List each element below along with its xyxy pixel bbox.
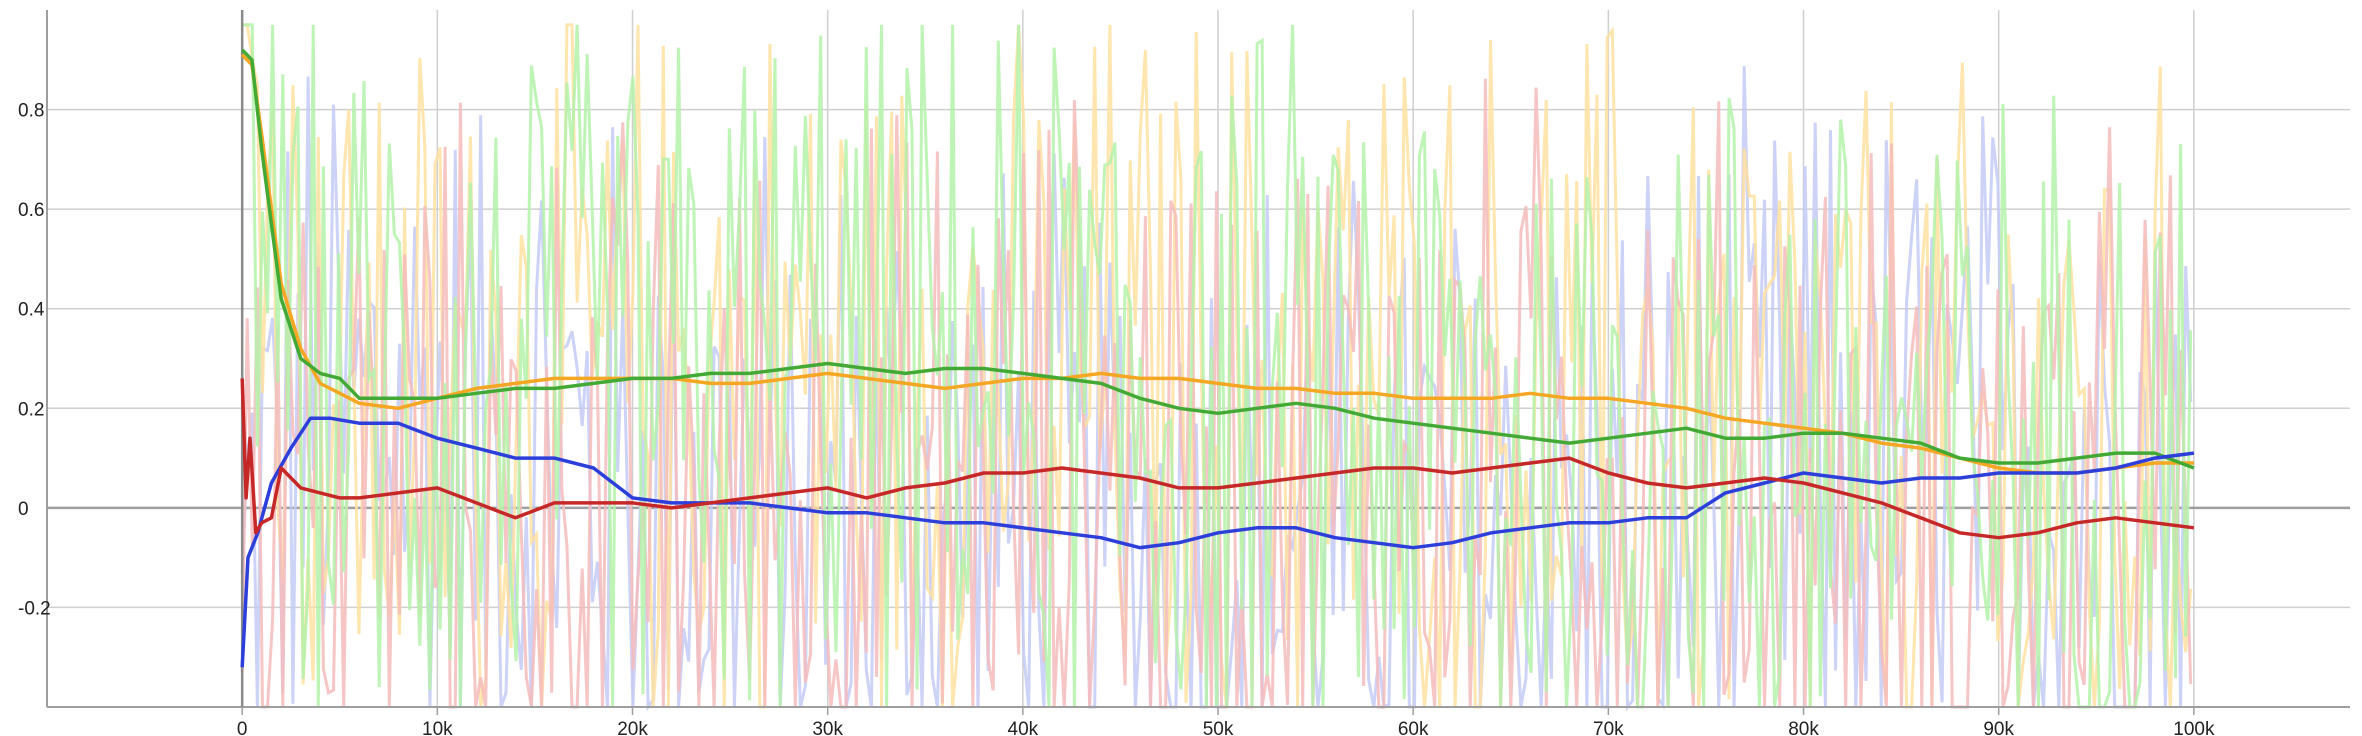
raw-series-3 — [240, 78, 2193, 709]
x-tick-label-0: 0 — [237, 719, 248, 736]
x-tick-label-20k: 20k — [617, 719, 648, 736]
x-tick-label-40k: 40k — [1008, 719, 1039, 736]
x-tick-label-10k: 10k — [422, 719, 453, 736]
axes — [46, 10, 2350, 715]
y-tick-label-0.6: 0.6 — [18, 200, 44, 221]
smoothed-series — [240, 48, 2195, 668]
y-tick-label-0.2: 0.2 — [18, 399, 44, 420]
y-tick-labels: -0.2 0 0.2 0.4 0.6 0.8 — [18, 101, 51, 620]
y-tick-label--0.2: -0.2 — [18, 598, 51, 619]
y-tick-label-0.4: 0.4 — [18, 300, 45, 321]
x-tick-label-60k: 60k — [1398, 719, 1429, 736]
raw-series-0 — [242, 23, 2193, 709]
x-tick-labels: 0 10k 20k 30k 40k 50k 60k 70k 80k 90k 100k — [237, 719, 2215, 736]
y-tick-label-0: 0 — [18, 499, 29, 520]
y-tick-label-0.8: 0.8 — [18, 101, 44, 122]
raw-noisy-series — [240, 23, 2193, 712]
x-tick-label-30k: 30k — [812, 719, 843, 736]
x-tick-label-50k: 50k — [1203, 719, 1234, 736]
x-tick-label-80k: 80k — [1788, 719, 1819, 736]
x-tick-label-70k: 70k — [1593, 719, 1624, 736]
smoothed-series-3 — [240, 378, 2195, 540]
x-tick-label-90k: 90k — [1983, 719, 2014, 736]
x-tick-label-100k: 100k — [2173, 719, 2215, 736]
